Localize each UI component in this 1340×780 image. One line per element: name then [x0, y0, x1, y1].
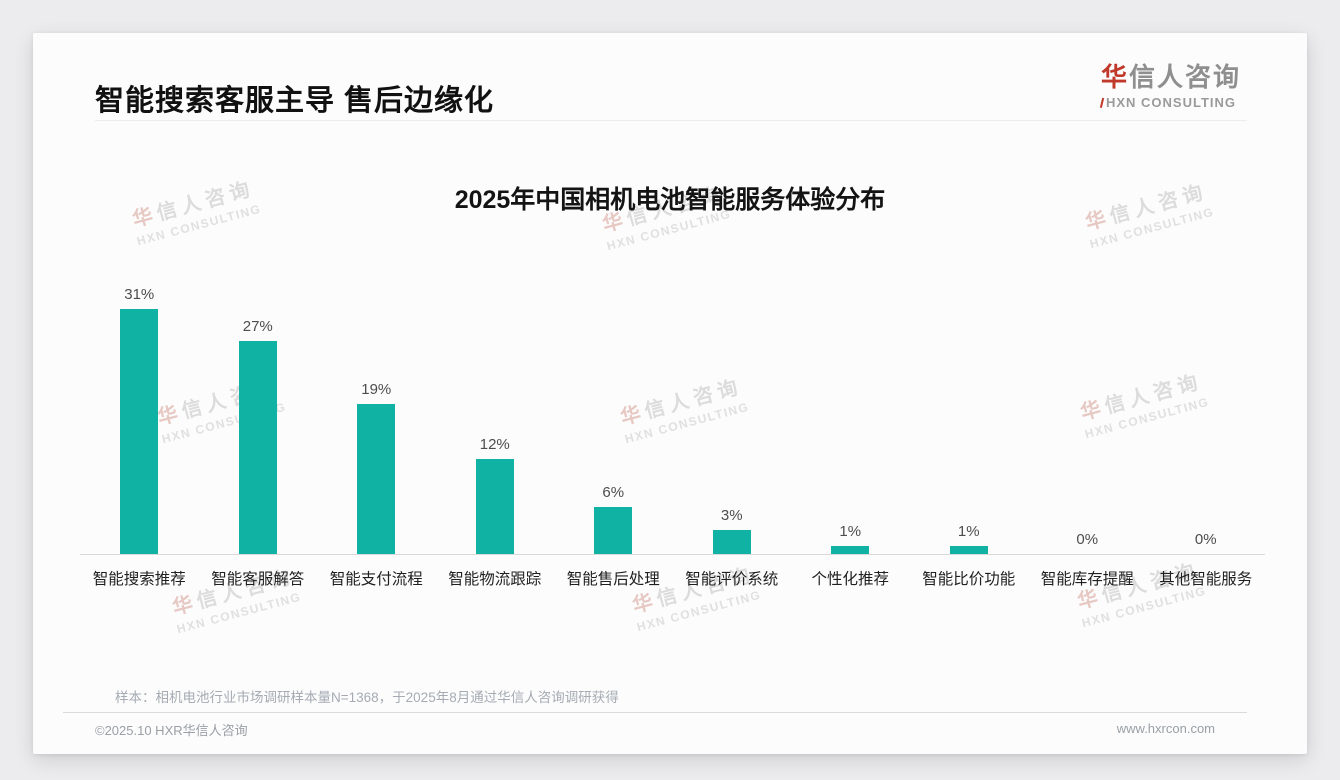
bar-value-label: 1%: [839, 523, 862, 540]
logo-red-mark-icon: [1099, 97, 1106, 108]
bar-column: 3%: [673, 273, 792, 554]
logo-english-text: HXN CONSULTING: [1099, 95, 1241, 110]
category-label: 个性化推荐: [811, 571, 889, 588]
bar-column: 0%: [1028, 273, 1147, 554]
category-label: 智能搜索推荐: [92, 571, 186, 588]
bar: [120, 309, 159, 554]
slide-card: 华信人咨询 HXN CONSULTING 华信人咨询 HXN CONSULTING 华信…: [33, 33, 1307, 754]
category-label: 智能客服解答: [211, 571, 305, 588]
bar: [949, 546, 988, 554]
category-label: 其他智能服务: [1159, 571, 1253, 588]
category-axis: 智能搜索推荐 智能客服解答 智能支付流程 智能物流跟踪 智能售后处理 智能评价系统 个性化推…: [80, 567, 1265, 589]
sample-note: 样本：相机电池行业市场调研样本量N=1368，于2025年8月通过华信人咨询调研…: [115, 690, 619, 705]
header-divider: [95, 120, 1247, 121]
category-label: 智能库存提醒: [1040, 571, 1134, 588]
footer-copyright: ©2025.10 HXR华信人咨询: [95, 723, 248, 738]
chart-title: 2025年中国相机电池智能服务体验分布: [454, 186, 886, 214]
bar: [831, 546, 870, 554]
bar-column: 27%: [199, 273, 318, 554]
bar-column: 31%: [80, 273, 199, 554]
bar: [594, 507, 633, 554]
footer-divider: [63, 712, 1247, 713]
category-label: 智能售后处理: [566, 571, 660, 588]
bar-value-label: 3%: [720, 507, 743, 524]
bar: [357, 404, 396, 554]
footer-website: www.hxrcon.com: [1116, 721, 1215, 736]
bar-value-label: 19%: [361, 381, 392, 398]
category-label: 智能物流跟踪: [448, 571, 542, 588]
bar-column: 12%: [436, 273, 555, 554]
page-title: 智能搜索客服主导 售后边缘化: [95, 85, 495, 117]
bar-value-label: 0%: [1194, 531, 1217, 548]
bar: [712, 530, 751, 554]
bar-value-label: 31%: [124, 286, 155, 303]
bar-column: 1%: [791, 273, 910, 554]
bar-value-label: 0%: [1076, 531, 1099, 548]
bar-column: 1%: [910, 273, 1029, 554]
plot-area: 31% 27% 19% 12% 6% 3% 1% 1% 0% 0%: [80, 273, 1265, 554]
x-axis-line: [80, 554, 1265, 555]
bar-value-label: 6%: [602, 484, 625, 501]
bar-value-label: 1%: [957, 523, 980, 540]
logo-chinese-text: 华信人咨询: [1100, 62, 1241, 92]
bar-column: 6%: [554, 273, 673, 554]
bar-value-label: 12%: [479, 436, 510, 453]
bar: [475, 459, 514, 554]
category-label: 智能支付流程: [329, 571, 423, 588]
bar-column: 0%: [1147, 273, 1266, 554]
bar-value-label: 27%: [242, 318, 273, 335]
company-logo: 华信人咨询 HXN CONSULTING: [1099, 57, 1241, 110]
bar: [238, 341, 277, 554]
category-label: 智能比价功能: [922, 571, 1016, 588]
bar-column: 19%: [317, 273, 436, 554]
category-label: 智能评价系统: [685, 571, 779, 588]
